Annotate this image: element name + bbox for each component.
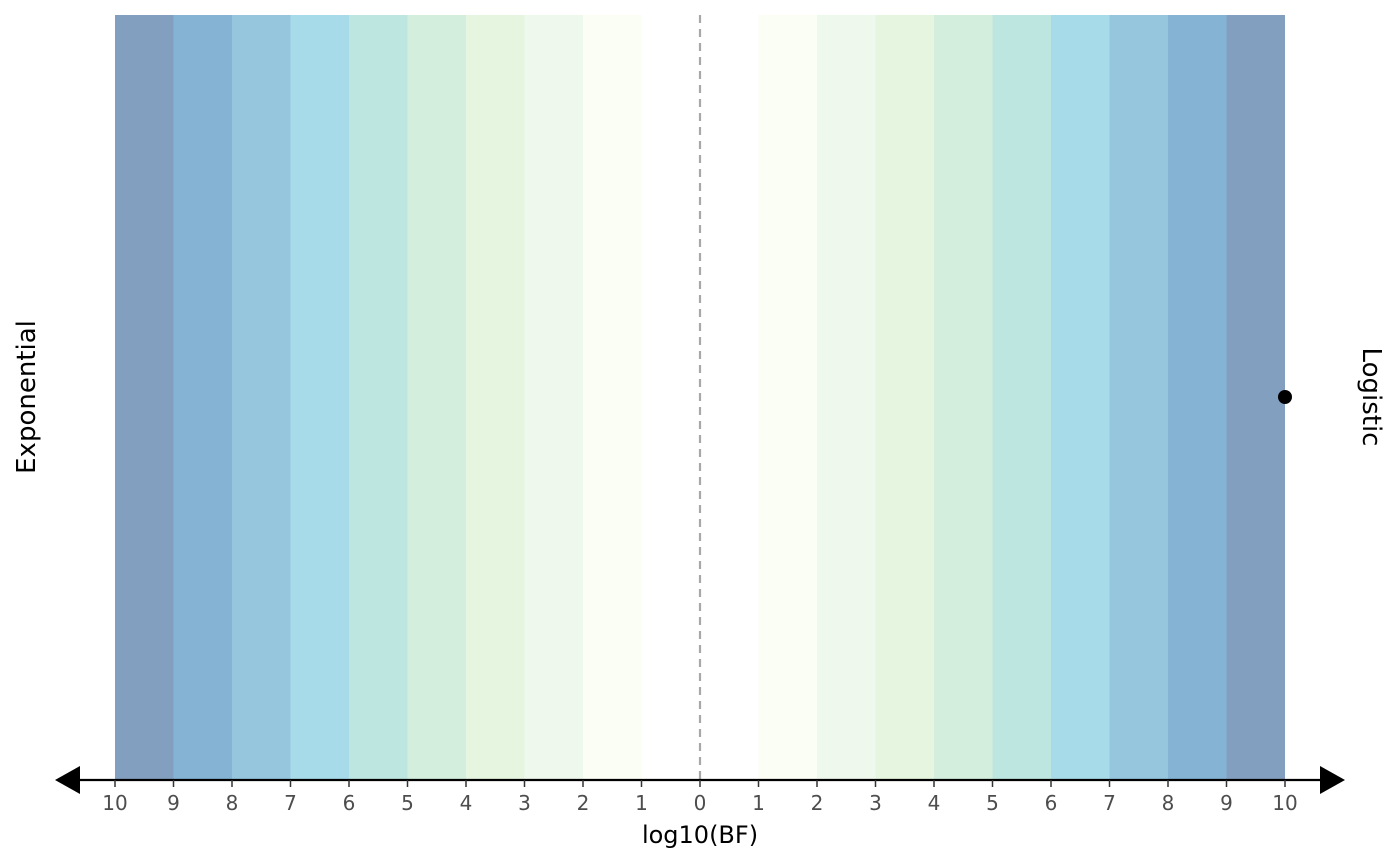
x-tick-label: 6 — [1045, 791, 1058, 815]
x-tick-label: 5 — [986, 791, 999, 815]
x-axis: 10 9 8 7 6 5 4 3 2 1 0 1 2 3 4 5 6 7 8 9 10 — [55, 766, 1345, 815]
right-model-label: Logistic — [1356, 348, 1386, 447]
x-tick-label: 9 — [1220, 791, 1233, 815]
x-tick-label: 5 — [401, 791, 414, 815]
x-tick-label: 4 — [928, 791, 941, 815]
x-tick-label: 10 — [102, 791, 127, 815]
x-ticks: 10 9 8 7 6 5 4 3 2 1 0 1 2 3 4 5 6 7 8 9 10 — [102, 780, 1298, 815]
x-tick-label: 7 — [1103, 791, 1116, 815]
x-tick-label: 10 — [1272, 791, 1297, 815]
x-tick-label: 1 — [752, 791, 765, 815]
x-tick-label: 9 — [167, 791, 180, 815]
bf-point — [1278, 390, 1292, 404]
x-tick-label: 8 — [1162, 791, 1175, 815]
left-arrowhead — [55, 766, 80, 794]
x-tick-label: 2 — [577, 791, 590, 815]
x-tick-label: 1 — [635, 791, 648, 815]
x-tick-label: 6 — [343, 791, 356, 815]
x-tick-label: 8 — [226, 791, 239, 815]
x-tick-label: 0 — [694, 791, 707, 815]
x-tick-label: 3 — [518, 791, 531, 815]
x-tick-label: 2 — [811, 791, 824, 815]
x-tick-label: 3 — [869, 791, 882, 815]
x-tick-label: 4 — [460, 791, 473, 815]
right-arrowhead — [1320, 766, 1345, 794]
x-axis-title: log10(BF) — [642, 821, 758, 849]
x-tick-label: 7 — [284, 791, 297, 815]
left-model-label: Exponential — [12, 320, 42, 474]
